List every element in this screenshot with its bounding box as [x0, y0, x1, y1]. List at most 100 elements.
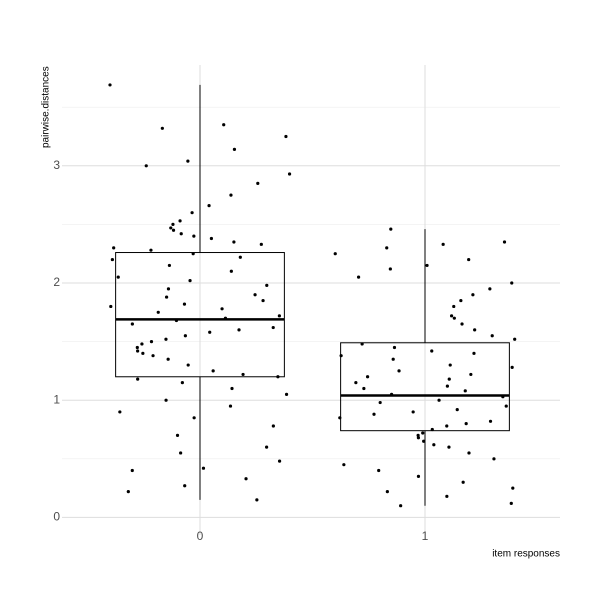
- data-point: [411, 410, 415, 414]
- data-point: [110, 257, 115, 262]
- y-tick-label: 1: [53, 392, 60, 406]
- data-point: [149, 248, 153, 252]
- data-point: [333, 252, 337, 256]
- data-point: [437, 398, 441, 402]
- data-point: [449, 314, 454, 318]
- data-point: [445, 424, 449, 428]
- data-point: [488, 287, 492, 291]
- data-point: [255, 498, 259, 502]
- data-point: [441, 242, 445, 246]
- data-point: [425, 263, 429, 268]
- data-point: [452, 316, 456, 320]
- data-point: [430, 349, 434, 353]
- data-point: [276, 375, 280, 379]
- data-point: [232, 147, 237, 151]
- data-point: [397, 369, 401, 373]
- data-point: [447, 445, 451, 449]
- data-point: [238, 255, 242, 259]
- data-point: [229, 193, 233, 197]
- data-point: [511, 486, 515, 490]
- data-point: [211, 369, 215, 373]
- data-point: [378, 400, 382, 405]
- data-point: [277, 459, 282, 463]
- data-point: [136, 377, 140, 381]
- data-point: [467, 451, 471, 455]
- data-point: [156, 310, 160, 314]
- data-point: [265, 445, 269, 449]
- data-point: [392, 345, 397, 350]
- data-point: [126, 490, 130, 494]
- data-point: [504, 404, 508, 408]
- data-point: [164, 398, 168, 402]
- data-point: [164, 295, 169, 299]
- data-point: [141, 351, 145, 355]
- data-point: [460, 322, 464, 326]
- data-point: [256, 181, 260, 185]
- data-point: [230, 386, 234, 391]
- data-point: [109, 304, 113, 309]
- data-point: [175, 433, 180, 437]
- data-point: [207, 204, 211, 208]
- data-point: [118, 410, 122, 414]
- data-point: [416, 474, 421, 478]
- data-point: [164, 337, 168, 341]
- data-point: [178, 219, 182, 223]
- data-point: [399, 504, 403, 508]
- data-point: [191, 252, 195, 256]
- data-point: [452, 304, 456, 309]
- data-point: [244, 477, 248, 481]
- data-point: [509, 501, 513, 505]
- data-point: [192, 234, 196, 238]
- data-point: [430, 427, 434, 432]
- data-point: [220, 307, 224, 311]
- y-tick-label: 3: [53, 158, 60, 172]
- data-point: [461, 480, 465, 484]
- data-point: [339, 354, 343, 358]
- data-point: [463, 389, 467, 393]
- data-point: [151, 354, 155, 358]
- x-axis-label: item responses: [492, 549, 560, 560]
- data-point: [259, 242, 263, 246]
- data-point: [237, 328, 241, 332]
- data-point: [179, 451, 183, 455]
- data-point: [271, 424, 275, 428]
- data-point: [513, 337, 517, 341]
- data-point: [445, 494, 449, 498]
- data-point: [510, 281, 514, 285]
- data-point: [432, 443, 436, 447]
- data-point: [467, 257, 471, 262]
- x-tick-label: 1: [422, 529, 429, 543]
- data-point: [287, 172, 292, 176]
- data-point: [232, 240, 236, 244]
- data-point: [171, 222, 175, 227]
- data-point: [160, 126, 164, 130]
- data-point: [362, 386, 366, 391]
- data-point: [166, 287, 171, 291]
- data-point: [360, 342, 364, 346]
- data-point: [422, 439, 426, 443]
- data-point: [356, 275, 361, 279]
- data-point: [416, 433, 420, 437]
- x-tick-label: 0: [197, 529, 204, 543]
- data-point: [183, 484, 187, 488]
- data-point: [130, 322, 134, 326]
- data-point: [447, 377, 451, 381]
- data-point: [108, 83, 112, 87]
- data-point: [179, 232, 183, 236]
- data-point: [284, 392, 289, 396]
- data-point: [342, 463, 346, 467]
- data-point: [171, 228, 176, 232]
- data-point: [140, 342, 144, 346]
- data-point: [502, 240, 507, 244]
- data-point: [445, 384, 449, 388]
- data-point: [167, 263, 172, 268]
- y-tick-label: 2: [53, 275, 60, 289]
- data-point: [455, 407, 459, 412]
- data-point: [365, 375, 370, 379]
- data-point: [253, 293, 257, 297]
- data-point: [186, 363, 190, 367]
- data-point: [186, 159, 190, 163]
- data-point: [265, 283, 269, 287]
- data-point: [385, 490, 389, 494]
- data-point: [389, 392, 394, 396]
